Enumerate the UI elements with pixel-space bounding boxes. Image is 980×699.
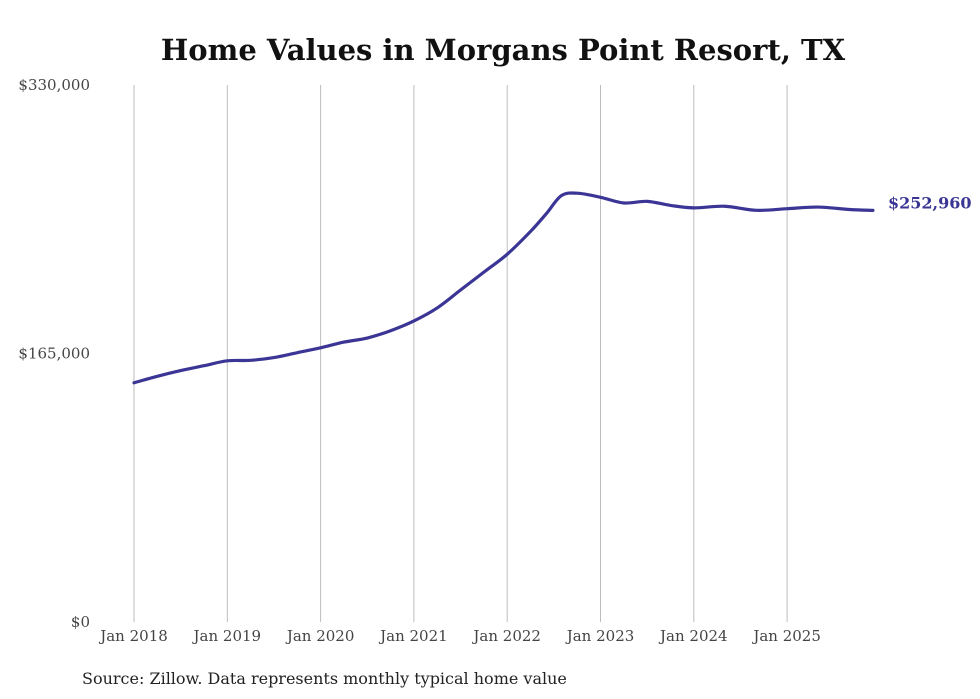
x-tick-label: Jan 2021 [378,627,448,645]
y-tick-label: $0 [71,613,90,631]
series-line-home-value [132,191,875,385]
x-tick-label: Jan 2023 [565,627,635,645]
end-value-label: $252,960 [888,193,972,212]
x-tick-label: Jan 2018 [98,627,168,645]
x-tick-label: Jan 2019 [192,627,262,645]
x-tick-label: Jan 2020 [285,627,355,645]
x-tick-label: Jan 2025 [751,627,821,645]
gridlines [133,85,788,622]
y-axis-ticks: $0 $165,000 $330,000 [18,76,90,631]
series-layer [132,191,875,385]
y-tick-label: $165,000 [18,345,90,363]
source-note: Source: Zillow. Data represents monthly … [82,669,567,688]
x-tick-label: Jan 2024 [658,627,728,645]
chart-title: Home Values in Morgans Point Resort, TX [161,33,846,67]
x-tick-label: Jan 2022 [471,627,541,645]
x-axis-ticks: Jan 2018 Jan 2019 Jan 2020 Jan 2021 Jan 2022… [98,627,821,645]
y-tick-label: $330,000 [18,76,90,94]
